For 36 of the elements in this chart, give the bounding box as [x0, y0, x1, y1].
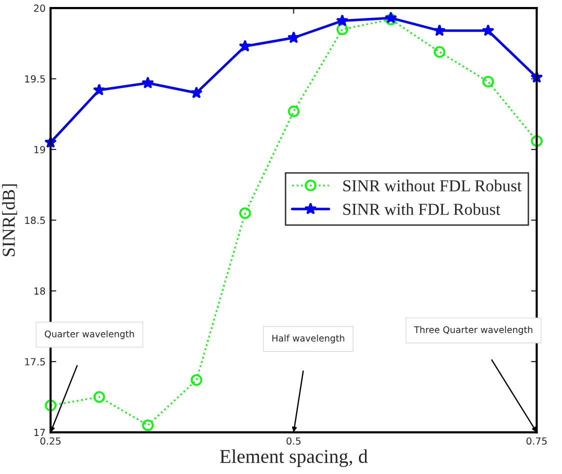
point: [336, 24, 348, 36]
point: [190, 86, 203, 98]
legend-label: SINR without FDL Robust: [343, 180, 522, 192]
point: [190, 374, 202, 386]
y-tick-label: 18.5: [25, 216, 45, 224]
y-tick-label: 19: [34, 146, 46, 154]
legend-label: SINR with FDL Robust: [343, 203, 500, 215]
y-axis-title: SINR[dB]: [2, 184, 18, 256]
y-tick-label: 18: [34, 287, 46, 295]
x-axis-title: Element spacing, d: [220, 449, 368, 468]
x-tick-label: 0.5: [286, 437, 301, 445]
point: [530, 135, 542, 147]
point: [142, 419, 154, 431]
y-tick-label: 20: [34, 4, 46, 12]
point: [434, 46, 446, 58]
annotation: Three Quarter wavelength: [414, 326, 532, 335]
point: [384, 11, 398, 24]
y-tick-label: 17: [34, 428, 45, 436]
point: [93, 84, 106, 96]
point: [142, 76, 154, 88]
annotation: Half wavelength: [272, 334, 344, 344]
point: [336, 14, 348, 26]
y-tick-label: 19.5: [25, 75, 45, 83]
annotation: Quarter wavelength: [44, 330, 134, 340]
point: [239, 207, 251, 219]
point: [238, 40, 252, 52]
point: [93, 391, 105, 403]
y-tick-label: 17.5: [25, 358, 45, 366]
point: [288, 106, 300, 118]
point: [433, 24, 446, 36]
point: [44, 400, 56, 412]
point: [287, 31, 300, 44]
x-tick-label: 0.25: [40, 437, 61, 445]
point: [482, 24, 494, 36]
point: [482, 76, 494, 88]
x-tick-label: 0.75: [526, 437, 547, 445]
